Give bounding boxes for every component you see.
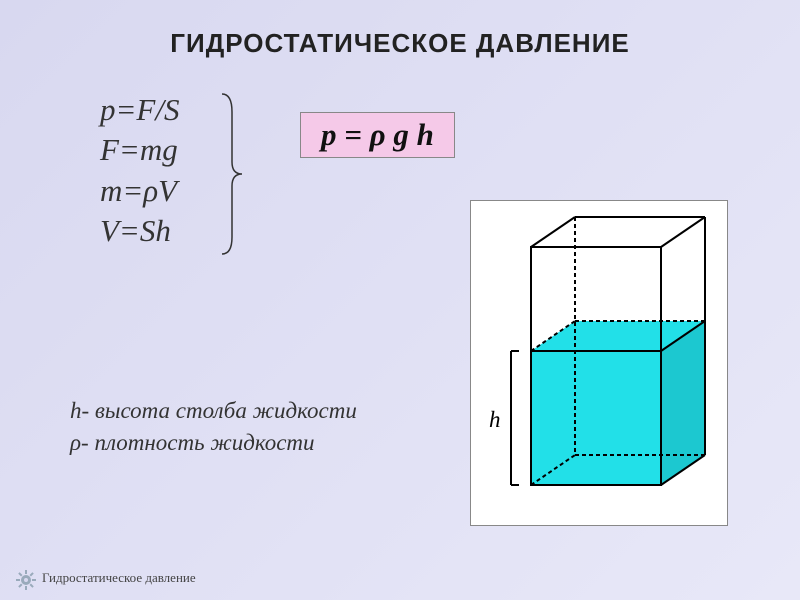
page-title: ГИДРОСТАТИЧЕСКОЕ ДАВЛЕНИЕ <box>0 0 800 59</box>
container-diagram: h <box>470 200 728 526</box>
formula-line-1: p=F/S <box>100 90 179 130</box>
gear-icon <box>16 570 36 590</box>
formula-line-3: m=ρV <box>100 171 179 211</box>
legend-h: h- высота столба жидкости <box>70 395 357 427</box>
formula-line-2: F=mg <box>100 130 179 170</box>
footer-caption: Гидростатическое давление <box>42 570 196 586</box>
prism-svg: h <box>471 201 729 527</box>
legend-block: h- высота столба жидкости ρ- плотность ж… <box>70 395 357 459</box>
edge-top-right <box>661 217 705 247</box>
main-formula: p = ρ g h <box>300 112 455 158</box>
curly-bracket-icon <box>218 92 248 257</box>
edge-top-left <box>531 217 575 247</box>
h-label: h <box>489 407 501 432</box>
legend-rho: ρ- плотность жидкости <box>70 427 357 459</box>
liquid-front <box>531 351 661 485</box>
derivation-formulas: p=F/S F=mg m=ρV V=Sh <box>100 90 179 251</box>
formula-line-4: V=Sh <box>100 211 179 251</box>
